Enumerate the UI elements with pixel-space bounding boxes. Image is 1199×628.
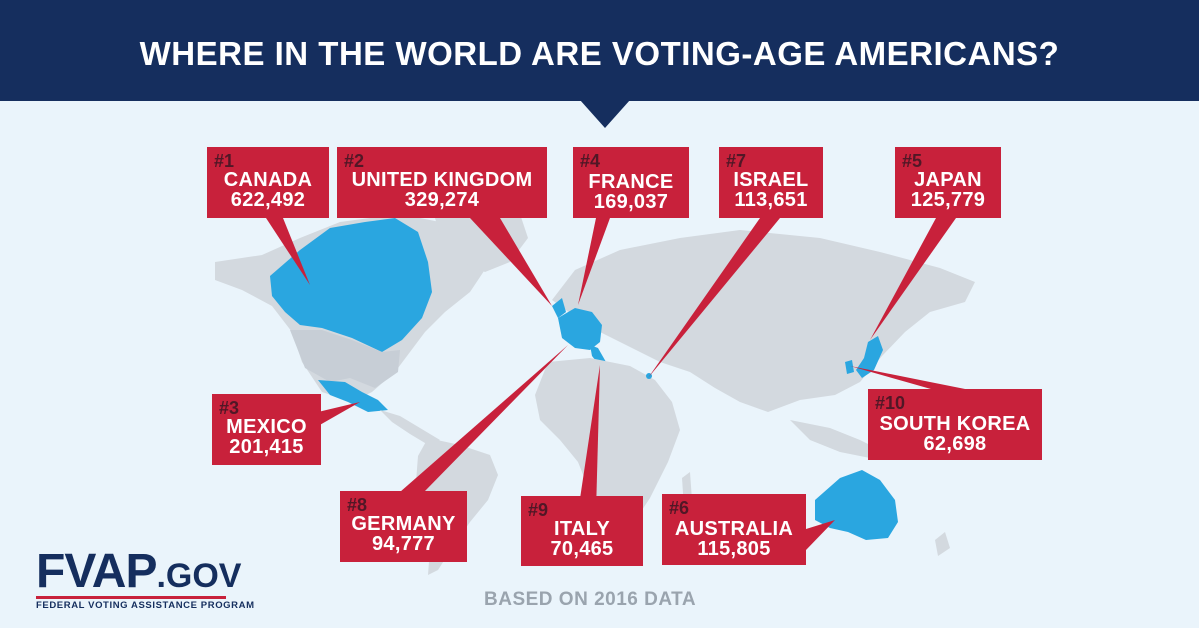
callout-canada: #1 CANADA 622,492	[207, 147, 329, 218]
callout-france: #4 FRANCE 169,037	[573, 147, 689, 218]
callout-germany: #8 GERMANY 94,777	[340, 491, 467, 562]
callout-rank: #9	[528, 500, 549, 520]
header-banner	[0, 0, 1199, 101]
callout-country: UNITED KINGDOM	[351, 169, 533, 191]
callout-country: AUSTRALIA	[674, 518, 794, 540]
france-pointer	[578, 218, 610, 305]
logo-underline	[36, 596, 226, 599]
callout-country: ISRAEL	[733, 169, 809, 191]
callout-rank: #5	[902, 151, 923, 171]
logo-gov-text: .GOV	[156, 557, 242, 595]
new-zealand-landmass	[935, 532, 950, 556]
callout-united-kingdom: #2 UNITED KINGDOM 329,274	[337, 147, 547, 218]
germany-pointer	[400, 345, 568, 492]
callout-value: 201,415	[229, 436, 304, 458]
canada-highlight	[270, 218, 432, 352]
south-korea-highlight	[845, 360, 854, 374]
callout-mexico: #3 MEXICO 201,415	[212, 394, 321, 465]
logo-fvap-text: FVAP	[36, 545, 157, 598]
callout-country: GERMANY	[351, 513, 456, 535]
japan-highlight	[856, 336, 883, 378]
callout-italy: #9 ITALY 70,465	[521, 496, 643, 566]
logo-subtitle: FEDERAL VOTING ASSISTANCE PROGRAM	[36, 600, 255, 611]
callout-value: 94,777	[372, 533, 435, 555]
fvap-logo[interactable]: FVAP.GOV	[36, 548, 241, 600]
callout-rank: #3	[219, 398, 240, 418]
uk-pointer	[470, 218, 552, 306]
scandinavia-landmass	[585, 255, 632, 298]
callout-japan: #5 JAPAN 125,779	[895, 147, 1001, 218]
southeast-asia-landmass	[790, 420, 880, 458]
greenland-landmass	[435, 208, 528, 272]
callout-value: 125,779	[910, 189, 986, 211]
callout-value: 622,492	[230, 189, 306, 211]
canada-pointer	[266, 218, 310, 285]
callout-south-korea: #10 SOUTH KOREA 62,698	[868, 389, 1042, 460]
callout-value: 169,037	[593, 191, 669, 213]
africa-landmass	[535, 358, 680, 540]
callout-rank: #2	[344, 151, 365, 171]
central-america-landmass	[380, 410, 440, 446]
callout-country: JAPAN	[914, 169, 982, 191]
callout-rank: #10	[875, 393, 906, 413]
mexico-highlight	[318, 380, 388, 412]
callout-israel: #7 ISRAEL 113,651	[719, 147, 823, 218]
banner-pointer	[580, 100, 630, 128]
western-europe-highlight	[558, 308, 602, 350]
callout-rank: #6	[669, 498, 690, 518]
callout-rank: #1	[214, 151, 235, 171]
callout-country: CANADA	[223, 169, 313, 191]
callout-value: 113,651	[734, 189, 808, 211]
usa-landmass	[290, 330, 400, 388]
mexico-pointer	[318, 402, 360, 426]
callout-country: MEXICO	[226, 416, 307, 438]
callout-country: ITALY	[554, 518, 610, 540]
callout-rank: #8	[347, 495, 368, 515]
page-title: WHERE IN THE WORLD ARE VOTING-AGE AMERIC…	[139, 35, 1060, 72]
callout-value: 115,805	[697, 538, 771, 560]
callout-country: FRANCE	[588, 171, 674, 193]
callout-value: 329,274	[404, 189, 480, 211]
australia-highlight	[815, 470, 898, 540]
israel-pointer	[648, 218, 780, 378]
callout-australia: #6 AUSTRALIA 115,805	[662, 494, 806, 565]
japan-pointer	[870, 218, 956, 340]
callout-value: 62,698	[923, 433, 987, 455]
italy-pointer	[578, 365, 600, 512]
callout-value: 70,465	[550, 538, 614, 560]
uk-highlight	[552, 298, 566, 318]
callout-rank: #7	[726, 151, 747, 171]
callout-country: SOUTH KOREA	[879, 413, 1031, 435]
data-source-note: BASED ON 2016 DATA	[484, 589, 697, 610]
callout-rank: #4	[580, 151, 601, 171]
